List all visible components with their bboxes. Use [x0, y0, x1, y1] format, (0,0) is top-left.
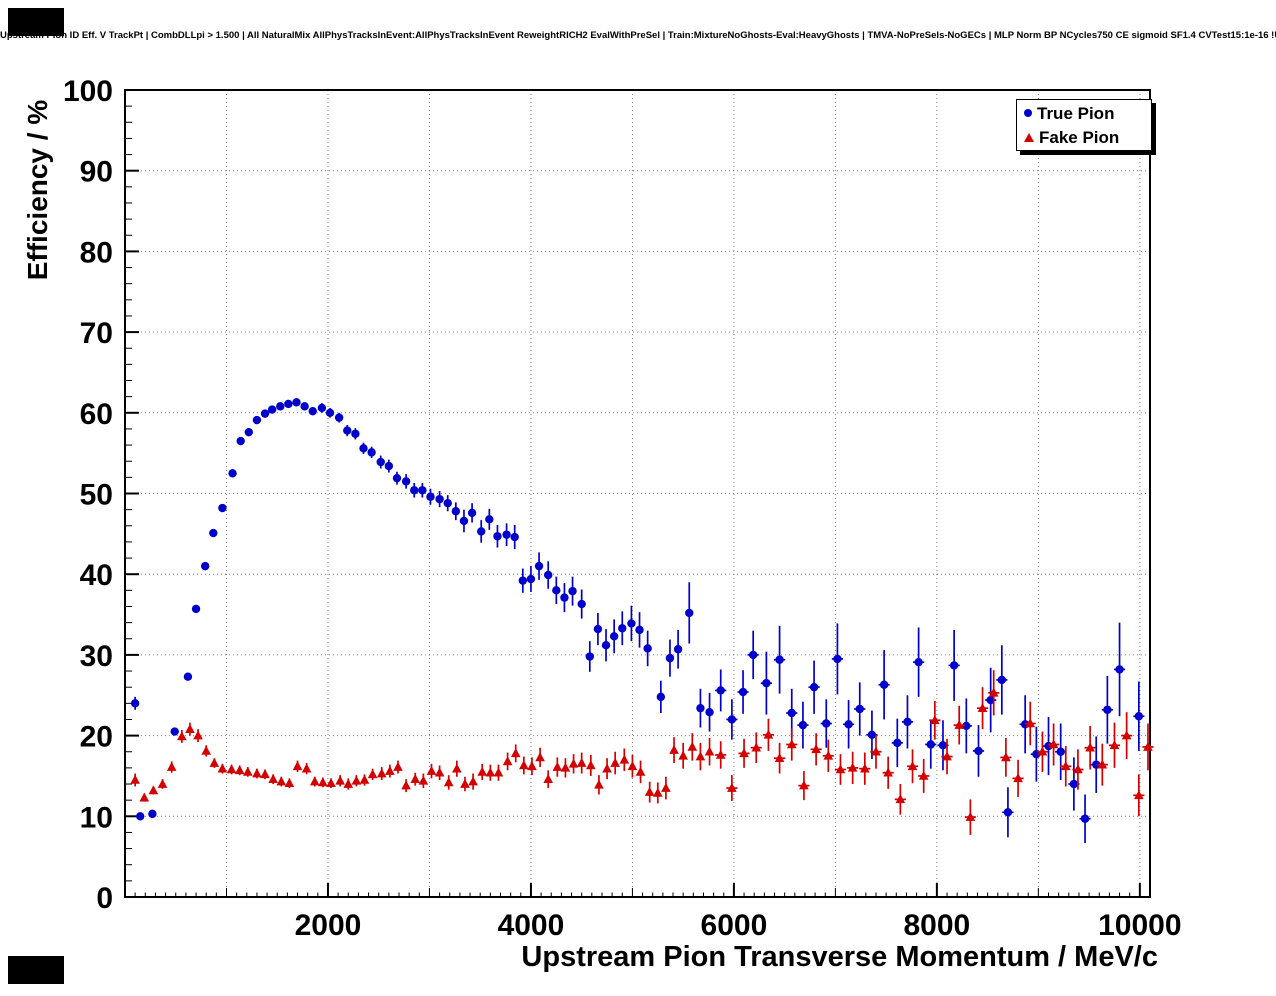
svg-text:80: 80 — [80, 236, 113, 269]
svg-text:20: 20 — [80, 721, 113, 754]
svg-text:60: 60 — [80, 398, 113, 431]
true-pion-marker-icon — [1024, 109, 1032, 117]
svg-text:40: 40 — [80, 559, 113, 592]
y-axis-title: Efficiency / % — [22, 99, 53, 281]
legend-box: True Pion Fake Pion — [1016, 99, 1152, 151]
svg-text:50: 50 — [80, 479, 113, 512]
svg-text:100: 100 — [63, 75, 113, 108]
legend-entry-true-pion: True Pion — [1017, 101, 1151, 125]
canvas-corner-marker-top-left — [8, 8, 64, 36]
fake-pion-marker-icon — [1024, 132, 1034, 142]
svg-text:2000: 2000 — [295, 909, 362, 942]
svg-text:6000: 6000 — [701, 909, 768, 942]
svg-text:10000: 10000 — [1098, 909, 1181, 942]
legend-label: Fake Pion — [1039, 127, 1120, 147]
svg-text:90: 90 — [80, 156, 113, 189]
svg-text:70: 70 — [80, 317, 113, 350]
legend-label: True Pion — [1037, 103, 1115, 123]
svg-text:4000: 4000 — [498, 909, 565, 942]
canvas-corner-marker-bottom-left — [8, 956, 64, 984]
svg-text:8000: 8000 — [904, 909, 971, 942]
svg-text:0: 0 — [96, 882, 113, 915]
svg-text:10: 10 — [80, 801, 113, 834]
legend-entry-fake-pion: Fake Pion — [1017, 125, 1151, 149]
plot-title: Upstream Pion ID Eff. V TrackPt | CombDL… — [0, 30, 1276, 41]
x-axis-title: Upstream Pion Transverse Momentum / MeV/… — [521, 941, 1158, 973]
svg-text:30: 30 — [80, 640, 113, 673]
